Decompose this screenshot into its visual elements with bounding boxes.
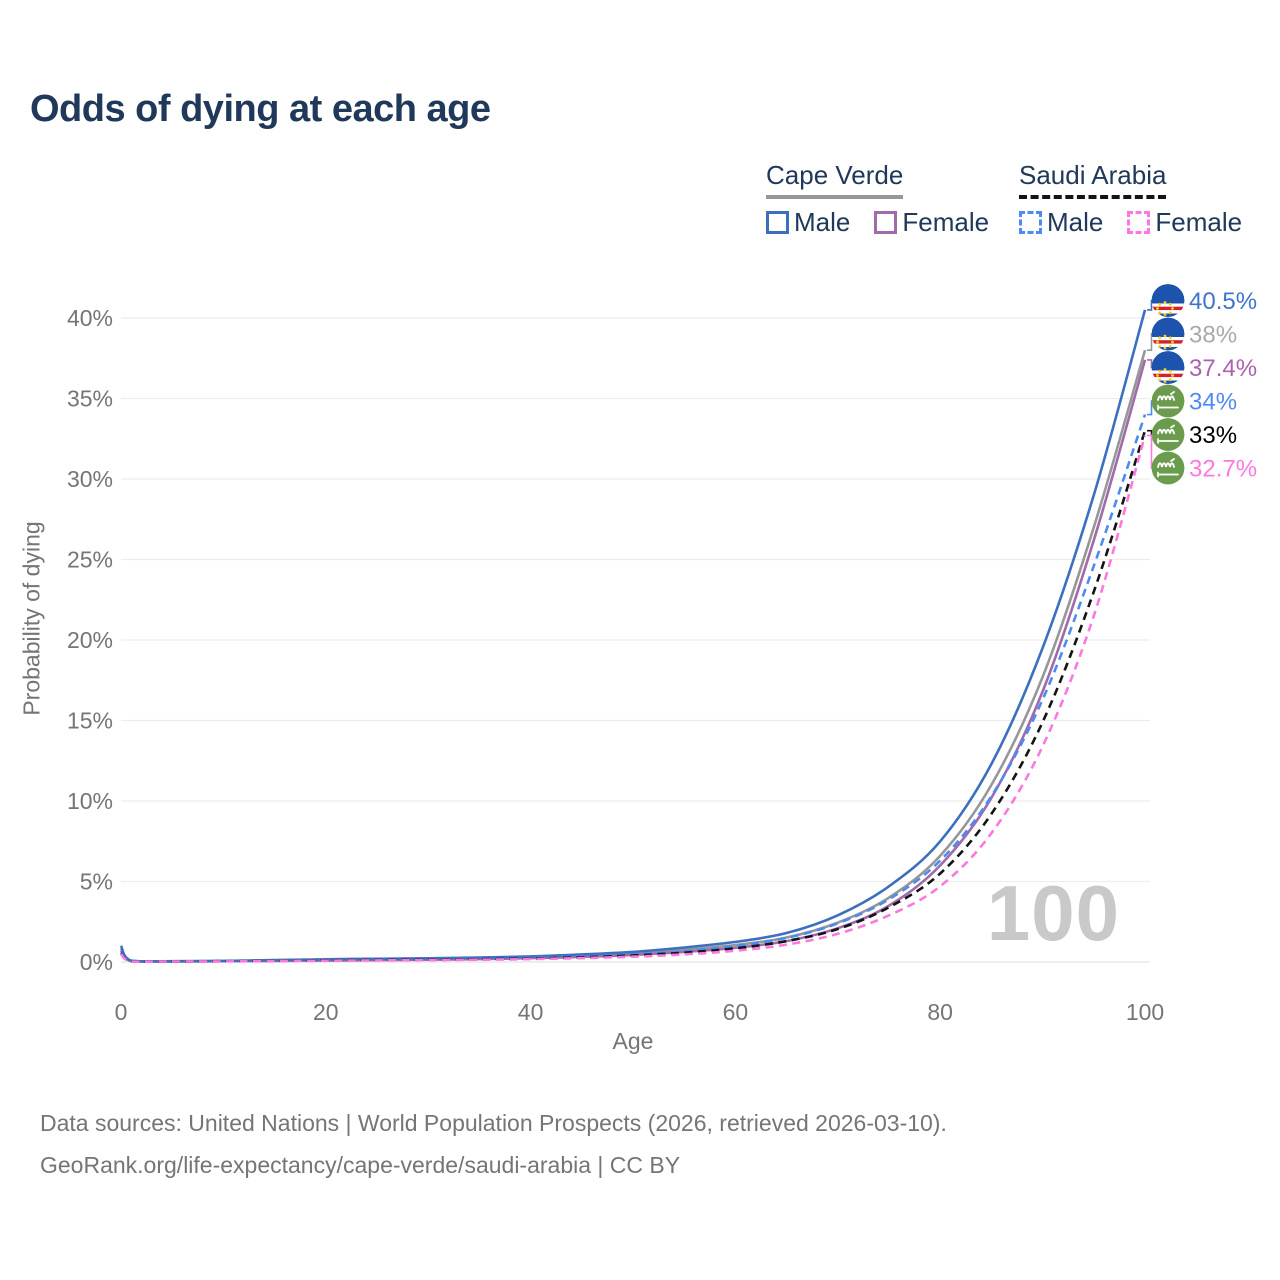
x-axis-title: Age [612,1028,654,1054]
end-value-label: 33% [1189,422,1237,449]
legend-item-saudi-arabia-female[interactable]: Female [1127,207,1242,238]
x-tick-label: 0 [115,999,128,1025]
cape-verde-flag-icon [1151,317,1185,351]
cape-verde-male-swatch [766,211,789,234]
y-tick-label: 25% [67,547,113,573]
series-line-cape-verde-both-sexes[interactable] [119,349,1147,963]
data-source-line: Data sources: United Nations | World Pop… [40,1110,947,1136]
end-value-label: 37.4% [1189,355,1257,382]
saudi-arabia-male-swatch [1019,211,1042,234]
y-tick-label: 5% [80,869,113,895]
legend-item-label: Male [794,207,851,237]
x-tick-label: 40 [518,999,544,1025]
source-footer: Data sources: United Nations | World Pop… [40,1102,1240,1186]
chart-legend: Cape Verde Male Female Saudi Arabia Male [766,160,1266,240]
legend-item-cape-verde-female[interactable]: Female [874,207,989,238]
series-line-cape-verde-male[interactable] [119,309,1147,963]
legend-items-cape-verde: Male Female [766,207,989,238]
x-tick-label: 80 [927,999,953,1025]
y-tick-label: 35% [67,386,113,412]
series-line-saudi-arabia-both-sexes[interactable] [120,430,1147,963]
legend-item-saudi-arabia-male[interactable]: Male [1019,207,1103,238]
saudi-arabia-flag-icon [1151,451,1185,485]
saudi-arabia-flag-icon [1151,418,1185,451]
saudi-arabia-female-swatch [1127,211,1151,234]
y-tick-label: 40% [67,305,113,331]
y-tick-label: 0% [80,949,113,975]
legend-item-label: Male [1047,207,1104,237]
legend-group-cape-verde: Cape Verde Male Female [766,160,989,238]
cape-verde-flag-icon [1151,351,1185,384]
legend-group-saudi-arabia: Saudi Arabia Male Female [1019,160,1242,238]
y-tick-label: 30% [67,466,113,492]
legend-item-label: Female [1155,207,1243,237]
saudi-arabia-flag-icon [1151,384,1185,418]
end-value-label: 40.5% [1189,288,1257,315]
end-value-label: 38% [1189,322,1237,349]
age-counter-watermark: 100 [986,869,1120,957]
page-title: Odds of dying at each age [30,88,491,130]
series-line-saudi-arabia-female[interactable] [120,435,1147,963]
y-axis-title: Probability of dying [18,521,45,716]
x-tick-label: 60 [723,999,749,1025]
x-tick-label: 20 [313,999,339,1025]
end-value-label: 32.7% [1189,456,1257,483]
y-tick-label: 20% [67,627,113,653]
legend-item-label: Female [902,207,990,237]
legend-item-cape-verde-male[interactable]: Male [766,207,850,238]
legend-country-saudi-arabia[interactable]: Saudi Arabia [1019,160,1167,199]
cape-verde-female-swatch [874,211,898,234]
legend-items-saudi-arabia: Male Female [1019,207,1242,238]
x-tick-label: 100 [1126,999,1164,1025]
cape-verde-flag-icon [1151,284,1185,317]
end-value-label: 34% [1189,389,1237,416]
attribution-line: GeoRank.org/life-expectancy/cape-verde/s… [40,1152,681,1178]
y-tick-label: 15% [67,708,113,734]
legend-country-cape-verde[interactable]: Cape Verde [766,160,904,199]
y-tick-label: 10% [67,788,113,814]
series-line-saudi-arabia-male[interactable] [119,414,1147,963]
series-line-cape-verde-female[interactable] [119,359,1147,963]
